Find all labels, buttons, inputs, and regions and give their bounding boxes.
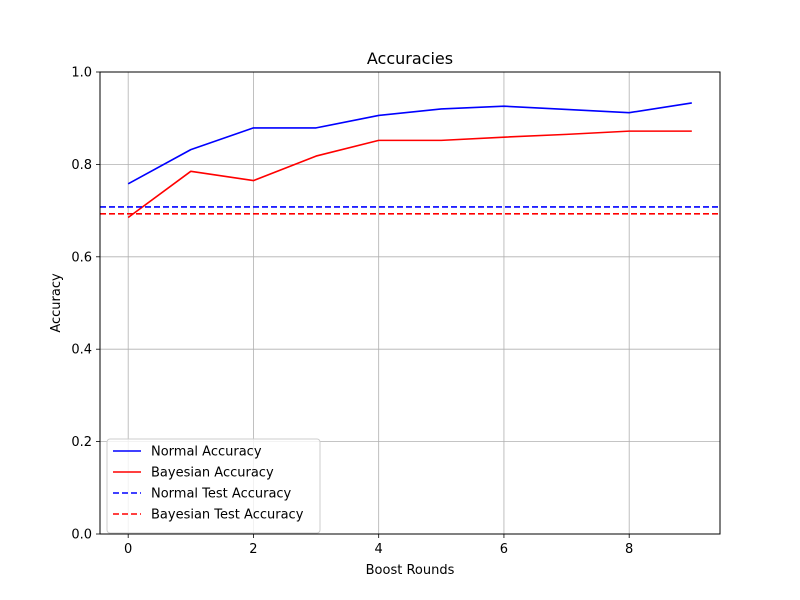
y-tick-label: 0.4: [71, 343, 92, 358]
y-tick-label: 1.0: [71, 66, 92, 81]
axis-ticks: 0 2 4 6 8 0.0 0.2 0.4 0.6 0.8 1.0: [71, 66, 633, 558]
x-tick-label: 6: [500, 542, 508, 557]
legend-label: Bayesian Test Accuracy: [151, 508, 304, 523]
legend-label: Normal Test Accuracy: [151, 487, 292, 502]
y-tick-label: 0.0: [71, 528, 92, 543]
x-axis-label: Boost Rounds: [366, 563, 455, 578]
x-tick-label: 2: [249, 542, 257, 557]
legend-label: Normal Accuracy: [151, 445, 262, 460]
series-line: [127, 102, 692, 185]
series-lines: [100, 102, 720, 219]
y-tick-label: 0.6: [71, 250, 92, 265]
plot-frame: [99, 71, 721, 535]
y-axis-label: Accuracy: [49, 273, 64, 333]
x-tick-label: 4: [375, 542, 383, 557]
legend-label: Bayesian Accuracy: [151, 466, 274, 481]
series-line: [127, 130, 692, 219]
y-tick-label: 0.2: [71, 435, 92, 450]
chart-title: Accuracies: [367, 49, 453, 68]
legend: Normal Accuracy Bayesian Accuracy Normal T…: [106, 438, 321, 534]
x-tick-label: 0: [124, 542, 132, 557]
x-tick-label: 8: [625, 542, 633, 557]
legend-box: [106, 438, 321, 534]
y-tick-label: 0.8: [71, 158, 92, 173]
